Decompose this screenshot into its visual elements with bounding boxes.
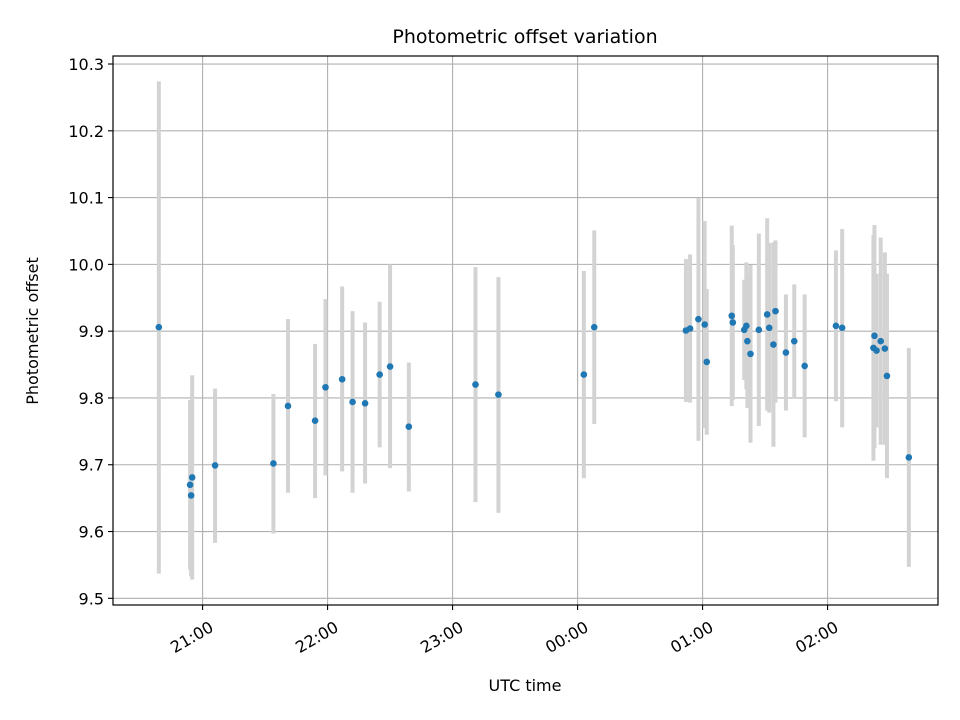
data-point bbox=[311, 417, 319, 424]
data-point bbox=[386, 363, 394, 370]
data-point bbox=[590, 323, 598, 331]
data-point bbox=[765, 324, 773, 332]
data-point bbox=[905, 454, 913, 461]
y-tick-label: 10.2 bbox=[68, 122, 104, 141]
data-point bbox=[188, 474, 196, 481]
data-point bbox=[703, 358, 711, 366]
data-point bbox=[728, 312, 736, 320]
data-point bbox=[755, 326, 763, 334]
data-point bbox=[701, 321, 708, 328]
data-point bbox=[155, 323, 163, 331]
data-point bbox=[782, 349, 790, 356]
y-axis-label: Photometric offset bbox=[23, 257, 42, 405]
data-point bbox=[743, 322, 750, 330]
data-point bbox=[790, 337, 798, 345]
data-point bbox=[211, 462, 219, 469]
y-tick-label: 9.9 bbox=[79, 322, 104, 341]
y-tick-label: 9.5 bbox=[79, 589, 104, 608]
data-point bbox=[322, 383, 329, 391]
data-point bbox=[472, 381, 479, 388]
x-axis-label: UTC time bbox=[489, 676, 562, 695]
y-tick-label: 10.3 bbox=[68, 55, 104, 74]
grid bbox=[113, 56, 938, 605]
data-point bbox=[877, 337, 885, 345]
data-point bbox=[883, 372, 891, 380]
y-tick-label: 10.1 bbox=[68, 189, 104, 208]
data-point bbox=[763, 311, 771, 318]
data-point bbox=[338, 375, 346, 383]
data-point bbox=[187, 492, 195, 499]
data-point bbox=[744, 337, 751, 345]
data-point bbox=[772, 307, 779, 315]
y-tick-label: 10.0 bbox=[68, 255, 104, 274]
data-point bbox=[881, 345, 889, 352]
y-tick-label: 9.6 bbox=[79, 523, 104, 542]
data-point bbox=[770, 341, 777, 348]
data-point bbox=[270, 460, 277, 467]
data-points bbox=[155, 307, 913, 499]
data-point bbox=[832, 322, 840, 330]
data-point bbox=[801, 362, 808, 370]
data-point bbox=[349, 398, 356, 406]
data-point bbox=[873, 347, 880, 354]
data-point bbox=[405, 423, 413, 430]
data-point bbox=[284, 402, 292, 410]
y-tick-label: 9.7 bbox=[79, 456, 104, 475]
data-point bbox=[186, 481, 194, 489]
chart-title: Photometric offset variation bbox=[392, 26, 657, 48]
data-point bbox=[838, 324, 846, 332]
data-point bbox=[695, 315, 702, 323]
data-point bbox=[376, 371, 383, 378]
data-point bbox=[361, 399, 369, 407]
data-point bbox=[686, 325, 694, 332]
plot-frame bbox=[112, 55, 939, 606]
data-point bbox=[580, 371, 588, 378]
data-point bbox=[495, 391, 502, 398]
data-point bbox=[729, 319, 737, 326]
y-tick-label: 9.8 bbox=[79, 389, 104, 408]
data-point bbox=[747, 350, 754, 358]
data-point bbox=[871, 332, 878, 340]
